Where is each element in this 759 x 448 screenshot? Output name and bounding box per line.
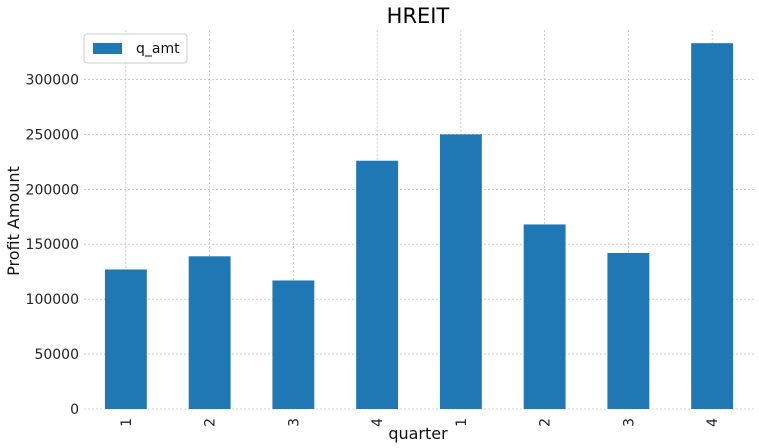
x-tick-labels: 1 2 3 4 1 2 3 4 xyxy=(119,418,721,427)
bar xyxy=(439,134,482,410)
y-tick-label: 200000 xyxy=(26,182,79,198)
y-tick-labels: 0 50000 100000 150000 200000 250000 300000 xyxy=(26,72,79,418)
y-tick-label: 0 xyxy=(70,402,79,418)
x-tick-label: 4 xyxy=(370,418,386,427)
x-tick-label: 1 xyxy=(454,418,470,427)
y-axis-title: Profit Amount xyxy=(4,166,23,276)
bar xyxy=(691,43,734,409)
y-tick-label: 150000 xyxy=(26,237,79,253)
x-tick-label: 3 xyxy=(621,418,637,427)
bar xyxy=(607,253,650,409)
legend: q_amt xyxy=(83,33,188,64)
bar xyxy=(356,160,399,409)
legend-swatch xyxy=(93,43,122,54)
x-tick-label: 2 xyxy=(203,418,219,427)
chart-title: HREIT xyxy=(387,4,450,28)
x-tick-label: 3 xyxy=(286,418,302,427)
legend-box xyxy=(83,33,188,64)
x-tick-label: 2 xyxy=(538,418,554,427)
legend-label: q_amt xyxy=(136,41,180,57)
x-tick-label: 1 xyxy=(119,418,135,427)
y-tick-label: 250000 xyxy=(26,127,79,143)
y-tick-label: 300000 xyxy=(26,72,79,88)
y-tick-label: 100000 xyxy=(26,292,79,308)
bar xyxy=(188,256,231,409)
bars xyxy=(104,43,734,410)
x-axis-title: quarter xyxy=(388,424,448,443)
x-tick-label: 4 xyxy=(705,418,721,427)
y-tick-label: 50000 xyxy=(34,347,79,363)
bar xyxy=(523,224,566,409)
bar xyxy=(104,269,147,409)
bar xyxy=(272,280,315,409)
